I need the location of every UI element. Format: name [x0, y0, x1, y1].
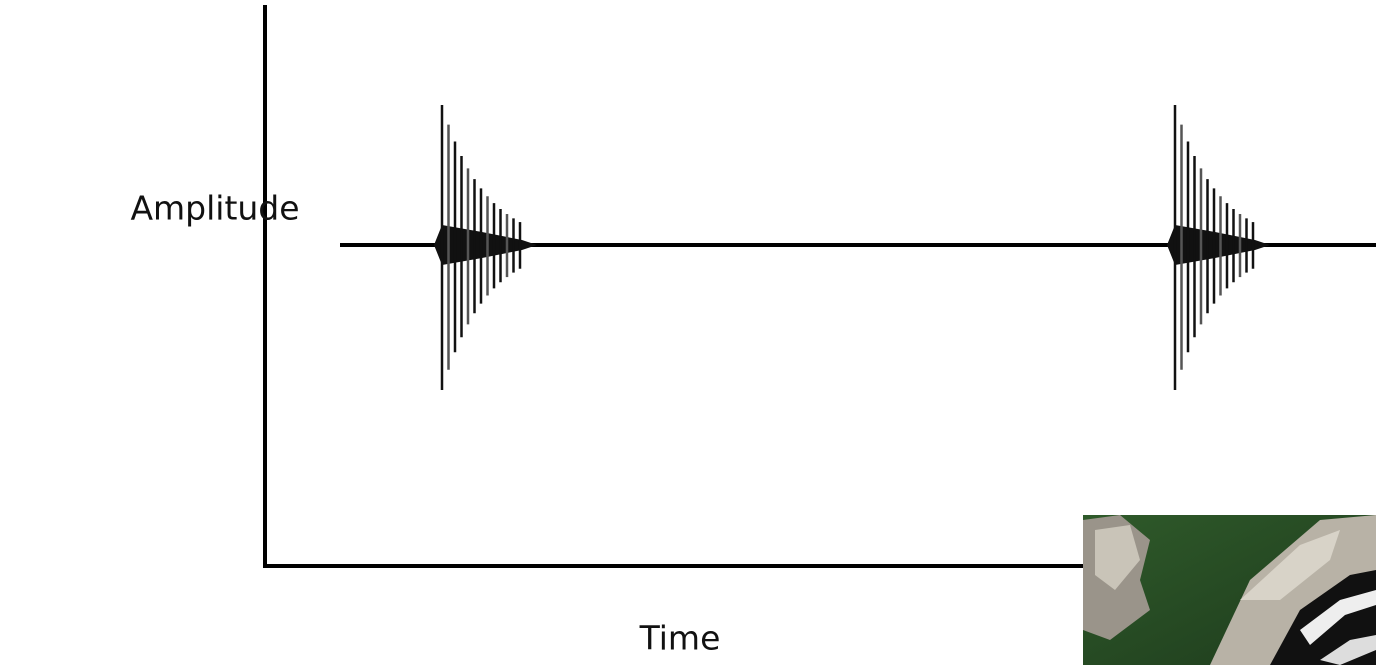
x-axis-label: Time — [639, 619, 721, 658]
woodpecker-photo — [1083, 515, 1376, 665]
y-axis-label: Amplitude — [130, 189, 299, 228]
burst-core — [1167, 225, 1270, 265]
bursts — [434, 105, 1270, 390]
burst-core — [434, 225, 537, 265]
